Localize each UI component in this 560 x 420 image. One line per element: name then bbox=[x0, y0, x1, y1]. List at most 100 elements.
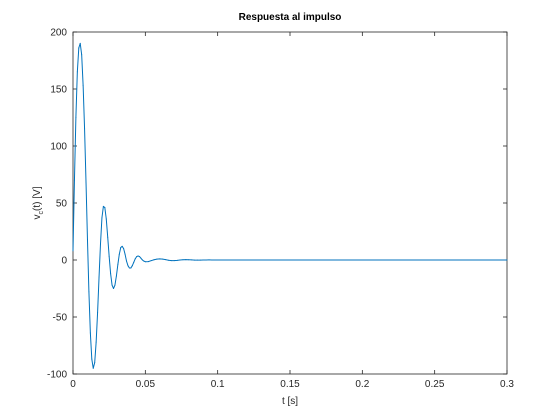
data-point bbox=[76, 71, 78, 73]
data-point bbox=[97, 311, 99, 313]
series-points bbox=[72, 42, 508, 369]
data-point bbox=[477, 259, 479, 261]
data-point bbox=[141, 259, 143, 261]
data-point bbox=[506, 259, 508, 261]
data-point bbox=[117, 264, 119, 266]
data-point bbox=[104, 207, 106, 209]
data-point bbox=[118, 253, 120, 255]
data-point bbox=[150, 260, 152, 262]
data-point bbox=[260, 259, 262, 261]
data-point bbox=[390, 259, 392, 261]
data-point bbox=[140, 257, 142, 259]
data-point bbox=[99, 243, 101, 245]
data-point bbox=[202, 259, 204, 261]
chart-title: Respuesta al impulso bbox=[239, 12, 342, 23]
x-axis: 0 0.05 0.1 0.15 0.2 0.25 0.3 bbox=[70, 32, 514, 390]
data-point bbox=[217, 259, 219, 261]
data-point bbox=[147, 261, 149, 263]
data-point bbox=[256, 259, 258, 261]
data-point bbox=[243, 259, 245, 261]
data-point bbox=[194, 259, 196, 261]
data-point bbox=[102, 205, 104, 207]
y-axis-label-subscript: c bbox=[38, 210, 45, 214]
x-tick-label: 0.1 bbox=[211, 379, 225, 390]
data-point bbox=[73, 179, 75, 181]
y-tick-label: 50 bbox=[56, 199, 68, 210]
data-point bbox=[167, 259, 169, 261]
y-axis-label-suffix: (t) [V] bbox=[32, 186, 43, 211]
data-point bbox=[126, 260, 128, 262]
data-point bbox=[139, 256, 141, 258]
data-point bbox=[110, 273, 112, 275]
x-tick-label: 0.25 bbox=[425, 379, 445, 390]
data-point bbox=[114, 284, 116, 286]
data-point bbox=[133, 261, 135, 263]
data-point bbox=[130, 267, 132, 269]
data-point bbox=[85, 181, 87, 183]
data-point bbox=[115, 275, 117, 277]
data-point bbox=[124, 253, 126, 255]
data-point bbox=[156, 258, 158, 260]
y-tick-label: -50 bbox=[53, 313, 68, 324]
data-point bbox=[81, 54, 83, 56]
data-point bbox=[179, 259, 181, 261]
data-point bbox=[188, 259, 190, 261]
data-point bbox=[191, 259, 193, 261]
data-point bbox=[78, 47, 80, 49]
data-point bbox=[238, 259, 240, 261]
data-point bbox=[361, 259, 363, 261]
y-axis-label-main: v bbox=[32, 214, 43, 219]
data-point bbox=[121, 245, 123, 247]
data-point bbox=[221, 259, 223, 261]
y-tick-label: 200 bbox=[50, 28, 67, 39]
data-point bbox=[214, 259, 216, 261]
y-axis: -100 -50 0 50 100 150 200 bbox=[47, 28, 507, 381]
data-point bbox=[182, 259, 184, 261]
plot-area bbox=[72, 31, 508, 375]
data-point bbox=[185, 259, 187, 261]
x-tick-label: 0.2 bbox=[355, 379, 369, 390]
data-point bbox=[127, 265, 129, 267]
data-point bbox=[89, 332, 91, 334]
data-point bbox=[82, 85, 84, 87]
data-point bbox=[131, 265, 133, 267]
x-tick-label: 0.05 bbox=[136, 379, 156, 390]
data-point bbox=[105, 218, 107, 220]
data-point bbox=[211, 259, 213, 261]
data-point bbox=[225, 259, 227, 261]
data-point bbox=[98, 276, 100, 278]
data-point bbox=[448, 259, 450, 261]
y-tick-label: -100 bbox=[47, 370, 67, 381]
data-point bbox=[332, 259, 334, 261]
data-point bbox=[199, 259, 201, 261]
data-point bbox=[170, 260, 172, 262]
data-point bbox=[72, 250, 74, 252]
data-point bbox=[234, 259, 236, 261]
y-axis-label: vc(t) [V] bbox=[32, 186, 45, 219]
data-point bbox=[143, 260, 145, 262]
data-point bbox=[165, 259, 167, 261]
data-point bbox=[267, 259, 269, 261]
data-point bbox=[111, 284, 113, 286]
data-point bbox=[95, 341, 97, 343]
data-point bbox=[88, 291, 90, 293]
data-point bbox=[123, 248, 125, 250]
data-point bbox=[144, 261, 146, 263]
data-point bbox=[79, 42, 81, 44]
y-tick-label: 100 bbox=[50, 142, 67, 153]
data-point bbox=[196, 259, 198, 261]
data-point bbox=[91, 358, 93, 360]
data-point bbox=[84, 128, 86, 130]
data-point bbox=[159, 258, 161, 260]
data-point bbox=[120, 246, 122, 248]
data-point bbox=[128, 267, 130, 269]
data-point bbox=[251, 259, 253, 261]
data-point bbox=[153, 259, 155, 261]
data-point bbox=[230, 259, 232, 261]
x-axis-label: t [s] bbox=[282, 396, 298, 407]
data-point bbox=[303, 259, 305, 261]
x-tick-label: 0 bbox=[70, 379, 76, 390]
data-point bbox=[107, 236, 109, 238]
